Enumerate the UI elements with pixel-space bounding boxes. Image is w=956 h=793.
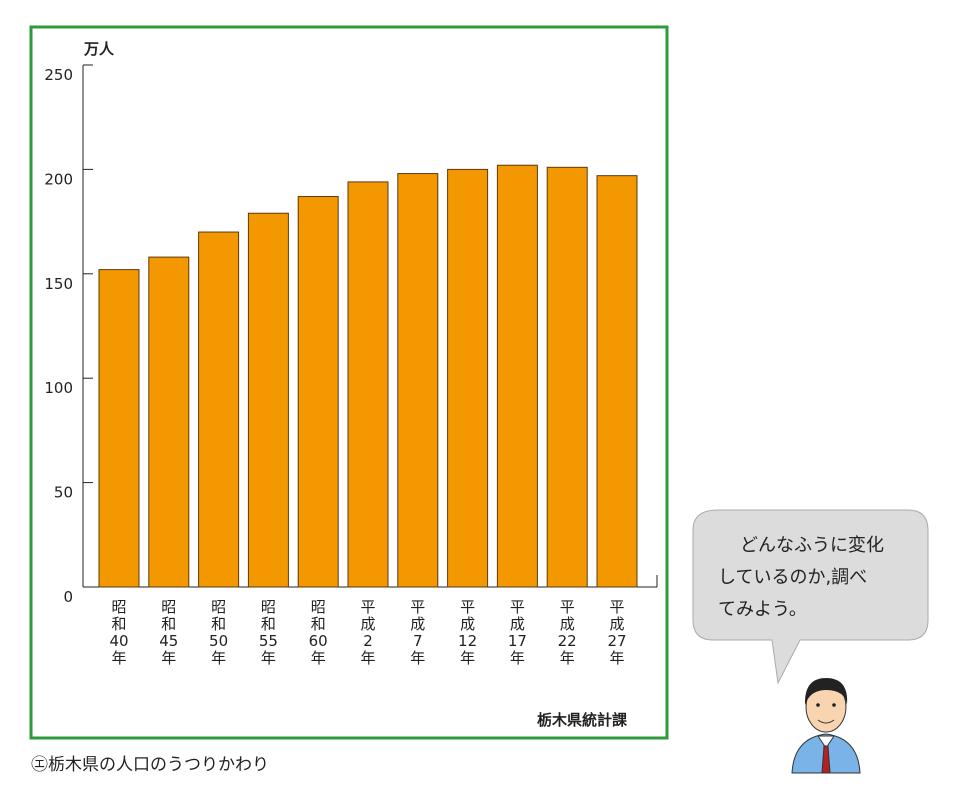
- x-tick-label: 平: [360, 598, 375, 616]
- x-tick-label: 年: [211, 649, 226, 667]
- bar: [596, 175, 638, 588]
- bar: [496, 164, 538, 588]
- source: 栃木県統計課: [537, 711, 628, 729]
- x-tick-label: 22: [558, 632, 577, 650]
- x-tick-label: 50: [209, 632, 228, 650]
- x-tick-label: 45: [159, 632, 178, 650]
- x-tick-label: 成: [560, 615, 575, 633]
- y-tick-label: 250: [44, 66, 73, 84]
- x-tick-label: 60: [309, 632, 328, 650]
- x-tick-label: 成: [460, 615, 475, 633]
- bubble-text: てみよう。: [718, 599, 807, 620]
- x-tick-label: 昭: [261, 598, 276, 616]
- x-tick-label: 昭: [111, 598, 126, 616]
- x-tick-label: 和: [111, 615, 126, 633]
- x-tick-label: 平: [510, 598, 525, 616]
- x-tick-label: 平: [560, 598, 575, 616]
- y-tick-label: 50: [54, 484, 73, 502]
- bar: [98, 269, 140, 588]
- x-tick-label: 成: [609, 615, 624, 633]
- x-tick-label: 和: [261, 615, 276, 633]
- x-tick-label: 昭: [211, 598, 226, 616]
- y-tick-label: 200: [44, 170, 73, 188]
- x-tick-label: 年: [460, 649, 475, 667]
- x-tick-label: 年: [360, 649, 375, 667]
- x-tick-label: 55: [259, 632, 278, 650]
- x-tick-label: 年: [609, 649, 624, 667]
- x-tick-label: 年: [311, 649, 326, 667]
- x-tick-label: 昭: [161, 598, 176, 616]
- bar: [546, 166, 588, 588]
- chart-frame: [29, 25, 669, 740]
- x-tick-label: 2: [363, 632, 373, 650]
- bar: [347, 181, 389, 588]
- bar: [447, 168, 489, 588]
- bar: [397, 173, 439, 588]
- caption: ㋓栃木県の人口のうつりかわり: [31, 755, 269, 775]
- y-tick-label: 150: [44, 275, 73, 293]
- x-tick-label: 年: [410, 649, 425, 667]
- x-tick-label: 年: [161, 649, 176, 667]
- x-tick-label: 12: [458, 632, 477, 650]
- y-tick-label: 0: [63, 588, 73, 606]
- speech-bubble: [692, 509, 929, 685]
- bar: [148, 256, 190, 588]
- x-tick-label: 平: [609, 598, 624, 616]
- x-tick-label: 和: [161, 615, 176, 633]
- x-tick-label: 年: [111, 649, 126, 667]
- x-tick-label: 和: [211, 615, 226, 633]
- x-tick-label: 成: [360, 615, 375, 633]
- x-tick-label: 27: [607, 632, 626, 650]
- bar: [297, 196, 339, 588]
- x-tick-label: 17: [508, 632, 527, 650]
- x-tick-label: 年: [261, 649, 276, 667]
- x-tick-label: 7: [413, 632, 423, 650]
- x-tick-label: 和: [311, 615, 326, 633]
- x-tick-label: 年: [510, 649, 525, 667]
- bubble-text: しているのか,調べ: [718, 567, 867, 588]
- x-tick-label: 平: [460, 598, 475, 616]
- x-tick-label: 40: [109, 632, 128, 650]
- x-tick-label: 成: [410, 615, 425, 633]
- bar: [198, 231, 240, 588]
- x-tick-label: 成: [510, 615, 525, 633]
- bar: [247, 212, 289, 588]
- y-axis-unit: 万人: [83, 40, 115, 58]
- x-tick-label: 昭: [311, 598, 326, 616]
- y-tick-label: 100: [44, 379, 73, 397]
- person-illustration: [791, 678, 861, 774]
- bubble-text: どんなふうに変化: [740, 535, 884, 556]
- x-tick-label: 年: [560, 649, 575, 667]
- x-tick-label: 平: [410, 598, 425, 616]
